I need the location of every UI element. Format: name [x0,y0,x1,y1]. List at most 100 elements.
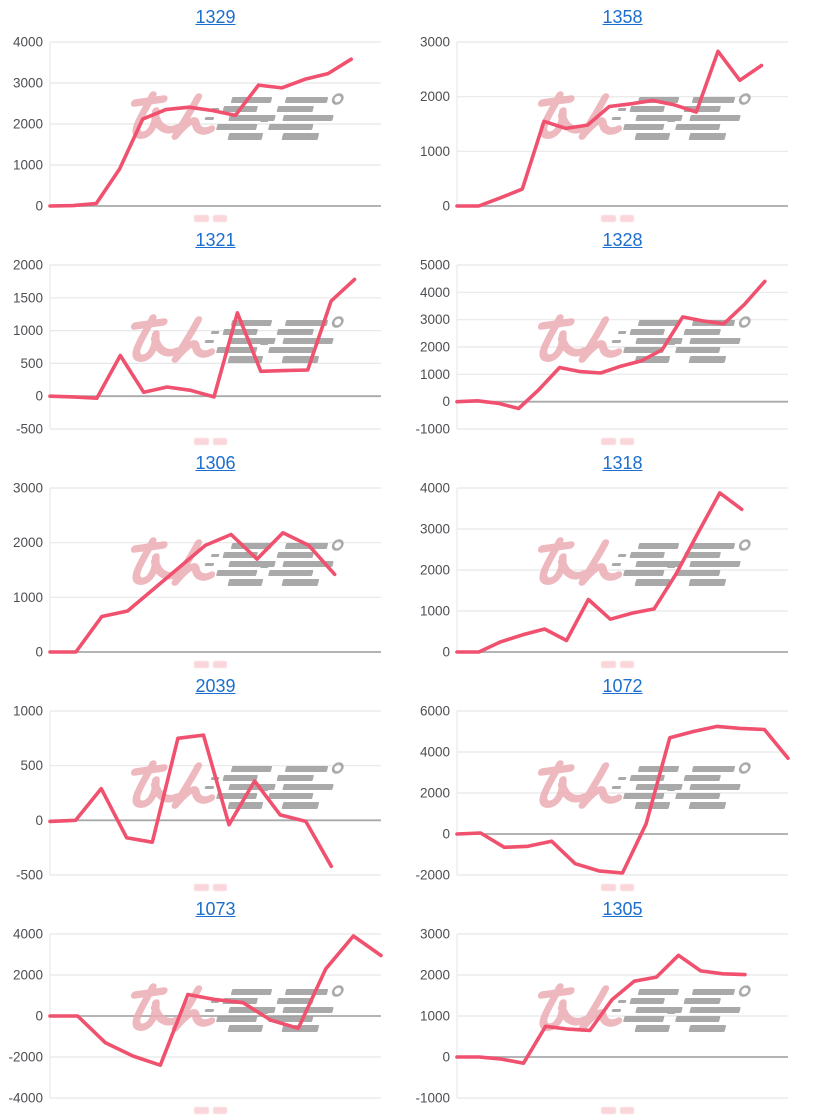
chart-line-layer [48,934,383,1067]
chart-cell: 1329 0 1000 2000 3000 4000 [0,0,407,223]
y-tick-label: 1000 [420,604,450,619]
y-tick-label: 1000 [13,323,43,338]
machine-number-link[interactable]: 1328 [602,230,643,250]
slump-line [48,57,354,208]
slump-graph: 0 1000 2000 3000 4000 [0,0,407,223]
slump-graph: -1000 0 1000 2000 3000 [407,892,814,1115]
chart-title: 1072 [457,675,788,697]
chart-cell: 1321 -500 0 500 1000 1500 2000 [0,223,407,446]
y-tick-label: 0 [35,199,43,214]
chart-cell: 1073 -4000 -2000 0 2000 4000 [0,892,407,1115]
y-tick-label: 2000 [420,563,450,578]
y-tick-label: -2000 [8,1050,43,1065]
chart-cell: 1358 0 1000 2000 3000 [407,0,814,223]
chart-grid: -1000 0 1000 2000 3000 [415,927,788,1106]
chart-title: 1305 [457,898,788,920]
y-tick-label: 4000 [13,927,43,942]
clipped-legend-smudge [194,438,227,445]
y-tick-label: 0 [35,645,43,660]
y-tick-label: 3000 [13,76,43,91]
y-tick-label: 1000 [420,144,450,159]
y-tick-label: 0 [442,827,450,842]
y-tick-label: 6000 [420,704,450,719]
machine-number-link[interactable]: 1318 [602,453,643,473]
y-tick-label: 1000 [420,1009,450,1024]
chart-grid: 0 1000 2000 3000 [420,35,788,214]
chart-cell: 1318 0 1000 2000 3000 4000 [407,446,814,669]
chart-cell: 1306 0 1000 2000 3000 [0,446,407,669]
chart-line-layer [455,491,744,654]
slump-line [455,953,747,1065]
y-tick-label: 0 [35,389,43,404]
y-tick-label: 1000 [13,158,43,173]
machine-number-link[interactable]: 1321 [195,230,236,250]
y-tick-label: 1000 [420,367,450,382]
y-tick-label: 4000 [13,35,43,50]
slump-line [48,531,337,654]
chart-line-layer [48,277,357,400]
y-tick-label: -500 [16,422,43,437]
y-tick-label: 0 [442,394,450,409]
clipped-legend-smudge [194,215,227,222]
chart-title: 1358 [457,6,788,28]
y-tick-label: 2000 [420,968,450,983]
y-tick-label: 5000 [420,258,450,273]
chart-line-layer [455,953,747,1065]
chart-title: 1318 [457,452,788,474]
machine-number-link[interactable]: 1358 [602,7,643,27]
y-tick-label: 2000 [420,340,450,355]
chart-cell: 1305 -1000 0 1000 2000 3000 [407,892,814,1115]
y-tick-label: -1000 [415,1091,450,1106]
chart-cell: 1328 -1000 0 1000 2000 3000 4000 5000 [407,223,814,446]
machine-number-link[interactable]: 1306 [195,453,236,473]
slump-graph: 0 1000 2000 3000 [407,0,814,223]
y-tick-label: 3000 [13,481,43,496]
slump-line [48,277,357,400]
machine-number-link[interactable]: 2039 [195,676,236,696]
y-tick-label: 3000 [420,927,450,942]
y-tick-label: 2000 [13,535,43,550]
clipped-legend-smudge [194,884,227,891]
machine-number-link[interactable]: 1329 [195,7,236,27]
clipped-legend-smudge [194,1107,227,1114]
y-tick-label: 4000 [420,285,450,300]
clipped-legend-smudge [601,661,634,668]
slump-graph: 0 1000 2000 3000 4000 [407,446,814,669]
y-tick-label: 2000 [13,117,43,132]
y-tick-label: 0 [442,199,450,214]
y-tick-label: 4000 [420,481,450,496]
chart-grid: -500 0 500 1000 [13,704,381,883]
chart-grid: -4000 -2000 0 2000 4000 [8,927,381,1106]
machine-number-link[interactable]: 1072 [602,676,643,696]
clipped-legend-smudge [601,1107,634,1114]
clipped-legend-smudge [601,884,634,891]
y-tick-label: 4000 [420,745,450,760]
chart-line-layer [455,724,790,875]
chart-cell: 1072 -2000 0 2000 4000 6000 [407,669,814,892]
y-tick-label: 0 [442,1050,450,1065]
chart-grid: 0 1000 2000 3000 4000 [420,481,788,660]
y-tick-label: 0 [35,813,43,828]
chart-cell: 2039 -500 0 500 1000 [0,669,407,892]
y-tick-label: 1500 [13,290,43,305]
clipped-legend-smudge [601,438,634,445]
slump-line [455,724,790,875]
slump-line [455,279,767,411]
y-tick-label: 2000 [420,786,450,801]
y-tick-label: 3000 [420,522,450,537]
chart-title: 1073 [50,898,381,920]
y-tick-label: 500 [20,758,43,773]
slump-graph: -500 0 500 1000 [0,669,407,892]
slump-graph: 0 1000 2000 3000 [0,446,407,669]
slump-line [455,491,744,654]
slump-graph: -2000 0 2000 4000 6000 [407,669,814,892]
chart-line-layer [48,733,334,869]
slump-graph: -1000 0 1000 2000 3000 4000 5000 [407,223,814,446]
slump-line [48,934,383,1067]
y-tick-label: 3000 [420,312,450,327]
y-tick-label: -4000 [8,1091,43,1106]
machine-number-link[interactable]: 1073 [195,899,236,919]
clipped-legend-smudge [601,215,634,222]
y-tick-label: 500 [20,356,43,371]
machine-number-link[interactable]: 1305 [602,899,643,919]
